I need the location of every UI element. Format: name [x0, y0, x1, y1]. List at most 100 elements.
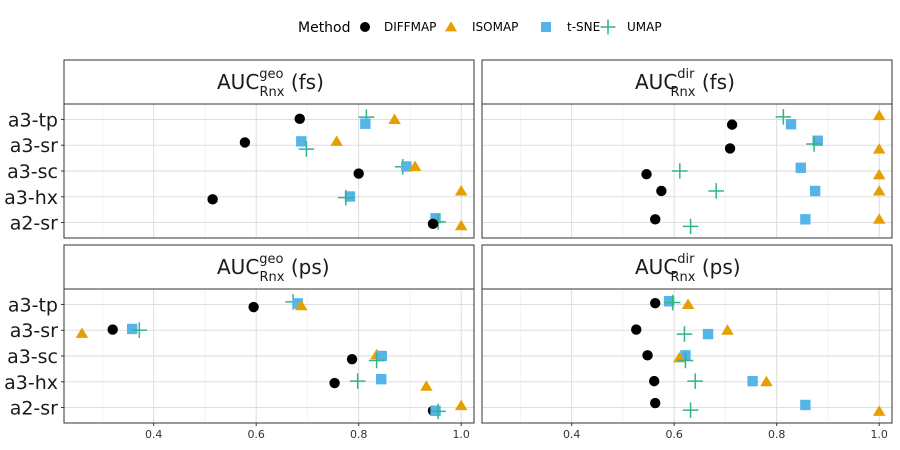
- point-isomap-a3-sr: [330, 135, 343, 146]
- x-tick-label: 1.0: [870, 428, 888, 441]
- legend-item-t-sne: t-SNE: [541, 20, 600, 34]
- point-isomap-a3-tp: [872, 109, 886, 121]
- point-diffmap-a3-sr: [107, 324, 118, 335]
- point-umap-a3-sr: [131, 322, 148, 339]
- point-diffmap-a3-sc: [642, 350, 653, 361]
- point-umap-a3-sr: [806, 136, 822, 152]
- legend-title: Method: [298, 20, 351, 36]
- facet-panels: AUCgeo Rnx (fs)a3-tpa3-sra3-sca3-hxa2-srA…: [4, 59, 893, 441]
- point-diffmap-a3-hx: [649, 375, 660, 387]
- point-umap-a3-tp: [664, 294, 681, 311]
- point-isomap-a3-sc: [872, 168, 886, 180]
- y-tick-label: a3-hx: [4, 372, 58, 394]
- y-tick-label: a3-sc: [7, 161, 58, 183]
- point-isomap-a3-hx: [872, 184, 886, 196]
- x-tick-label: 0.6: [665, 428, 683, 441]
- point-t-sne-a3-tp: [785, 119, 797, 130]
- legend-key-plus: [600, 19, 616, 35]
- point-t-sne-a3-sr: [812, 135, 823, 146]
- facet-title-sub: Rnx: [260, 270, 285, 285]
- point-diffmap-a3-sc: [641, 169, 652, 180]
- point-umap-a2-sr: [682, 402, 699, 418]
- y-tick-label: a3-hx: [4, 187, 58, 209]
- point-umap-a2-sr: [430, 403, 446, 420]
- facet-title-main: AUC: [635, 255, 677, 279]
- facet-title: AUCgeo Rnx (ps): [217, 252, 330, 285]
- y-tick-label: a2-sr: [10, 213, 58, 235]
- point-isomap-a3-hx: [420, 380, 433, 391]
- facet-title-main: AUC: [635, 70, 677, 94]
- facet-title: AUCdir Rnx (ps): [635, 252, 741, 285]
- y-tick-label: a2-sr: [10, 398, 58, 420]
- facet-panel-geo-fs: AUCgeo Rnx (fs) a3-tp a3-sr a3-sc a3-hx a2-sr: [4, 59, 475, 239]
- point-diffmap-a3-sr: [239, 137, 251, 148]
- point-t-sne-a3-tp: [663, 296, 675, 307]
- legend-label: UMAP: [627, 20, 662, 34]
- facet-panel-dir-fs: AUCdir Rnx (fs): [481, 59, 893, 239]
- point-isomap-a3-tp: [295, 299, 308, 311]
- panel-border: [481, 288, 893, 424]
- point-isomap-a3-hx: [454, 184, 468, 196]
- facet-title-main: AUC: [217, 255, 259, 279]
- facet-title-main: AUC: [217, 70, 259, 94]
- facet-title-sup: geo: [259, 67, 283, 82]
- point-t-sne-a3-hx: [344, 191, 356, 202]
- data-points: [631, 294, 886, 418]
- point-isomap-a3-sr: [75, 327, 89, 338]
- point-diffmap-a3-tp: [650, 297, 661, 309]
- point-t-sne-a3-tp: [360, 118, 371, 129]
- x-tick-label: 0.8: [768, 428, 786, 441]
- point-isomap-a3-hx: [760, 375, 773, 387]
- legend-item-umap: UMAP: [600, 19, 662, 35]
- y-tick-label: a3-sr: [10, 320, 58, 342]
- legend: Method DIFFMAP ISOMAP t-SNE UMAP: [298, 19, 662, 36]
- point-diffmap-a3-hx: [207, 194, 218, 205]
- point-umap-a3-hx: [338, 189, 354, 206]
- legend-label: t-SNE: [567, 20, 600, 34]
- legend-label: DIFFMAP: [384, 20, 436, 34]
- point-umap-a3-sr: [676, 326, 693, 342]
- point-t-sne-a3-hx: [809, 185, 821, 197]
- point-umap-a3-tp: [775, 109, 792, 125]
- point-umap-a3-hx: [687, 373, 703, 389]
- point-isomap-a3-tp: [681, 298, 695, 309]
- facet-strip: [63, 59, 475, 105]
- point-diffmap-a3-hx: [329, 377, 340, 389]
- point-isomap-a2-sr: [454, 399, 468, 411]
- facet-title-sub: Rnx: [260, 85, 285, 100]
- facet-title: AUCgeo Rnx (fs): [217, 67, 324, 100]
- x-tick-label: 1.0: [452, 428, 470, 441]
- point-isomap-a3-sc: [408, 160, 422, 171]
- point-t-sne-a2-sr: [430, 213, 441, 224]
- panel-border: [481, 103, 893, 239]
- facet-strip: [481, 244, 893, 290]
- y-tick-label: a3-sc: [7, 346, 58, 368]
- facet-title-suffix: (ps): [284, 255, 329, 279]
- point-diffmap-a2-sr: [427, 218, 439, 230]
- facet-title-sub: Rnx: [671, 270, 696, 285]
- point-umap-a3-sc: [672, 163, 688, 179]
- point-diffmap-a3-sr: [631, 324, 642, 335]
- legend-key-square: [541, 22, 551, 32]
- data-points: [75, 294, 468, 420]
- point-umap-a3-hx: [349, 373, 366, 389]
- facet-title-suffix: (ps): [695, 255, 740, 279]
- data-points: [641, 109, 886, 235]
- legend-item-diffmap: DIFFMAP: [360, 20, 436, 34]
- y-tick-label: a3-tp: [8, 294, 58, 316]
- facet-title-sup: dir: [677, 67, 695, 82]
- point-umap-a3-sc: [368, 352, 385, 369]
- facet-title: AUCdir Rnx (fs): [635, 67, 735, 100]
- x-tick-label: 0.4: [563, 428, 581, 441]
- point-t-sne-a2-sr: [800, 399, 811, 411]
- point-isomap-a3-tp: [388, 113, 401, 124]
- point-umap-a2-sr: [682, 218, 699, 235]
- facet-title-suffix: (fs): [284, 70, 323, 94]
- point-diffmap-a3-sc: [353, 168, 364, 179]
- point-diffmap-a2-sr: [650, 397, 661, 409]
- x-tick-label: 0.6: [247, 428, 265, 441]
- x-tick-label: 0.4: [145, 428, 163, 441]
- point-diffmap-a3-tp: [248, 301, 259, 313]
- facet-strip: [481, 59, 893, 105]
